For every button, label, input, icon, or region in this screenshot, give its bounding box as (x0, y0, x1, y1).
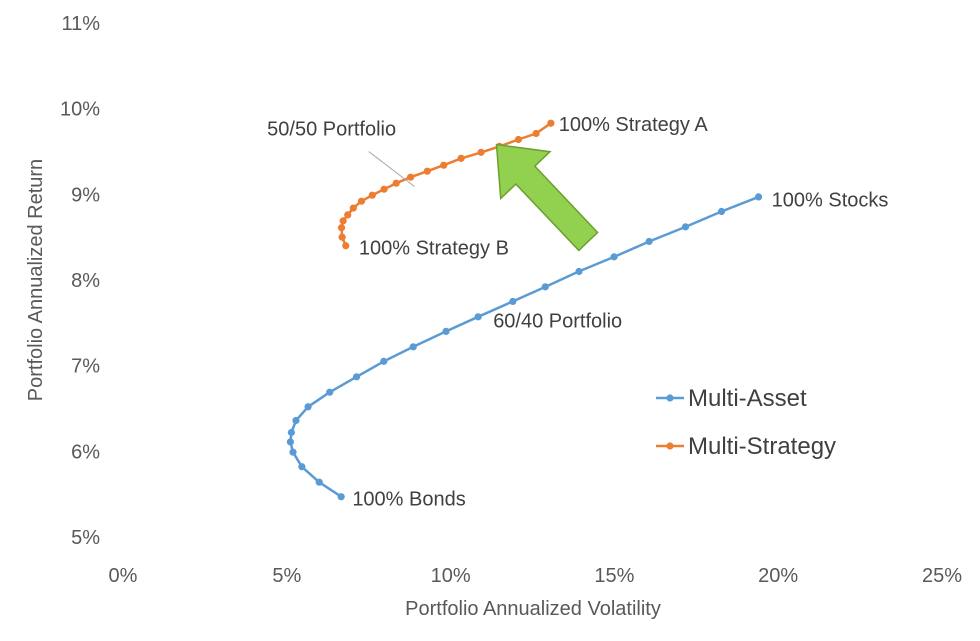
data-point (509, 297, 517, 306)
data-point (304, 403, 312, 411)
y-tick-label: 5% (71, 527, 100, 549)
data-point (423, 167, 431, 175)
y-axis-title: Portfolio Annualized Return (25, 159, 47, 401)
x-tick-label: 25% (922, 565, 962, 587)
data-point (532, 129, 540, 138)
data-point (681, 223, 690, 231)
annotation-label: 100% Strategy A (559, 114, 709, 136)
y-tick-label: 6% (71, 441, 100, 463)
data-point (338, 233, 346, 241)
data-point (339, 217, 347, 225)
data-point (610, 253, 618, 261)
annotation-label: 100% Strategy B (359, 237, 509, 259)
x-tick-label: 20% (758, 565, 798, 587)
annotation-label: 100% Stocks (772, 189, 889, 211)
data-point (392, 179, 400, 187)
data-point (344, 211, 352, 219)
data-point (575, 267, 583, 276)
series-line (289, 195, 759, 498)
y-tick-label: 8% (71, 270, 100, 292)
data-point (380, 185, 388, 193)
data-point (717, 207, 726, 216)
y-tick-label: 10% (60, 99, 100, 121)
data-point (457, 154, 465, 162)
data-point (474, 313, 482, 321)
x-tick-label: 15% (594, 565, 634, 587)
data-point (514, 135, 523, 144)
series-multi-asset (286, 193, 763, 501)
annotations: 100% Strategy A 50/50 Portfolio 100% Strat… (267, 114, 888, 510)
annotation-label: 50/50 Portfolio (267, 118, 396, 140)
data-point (289, 448, 297, 456)
data-point (292, 416, 300, 425)
data-point (349, 204, 357, 212)
data-point (337, 493, 345, 501)
series-layer (286, 119, 763, 501)
callout-line (368, 151, 415, 188)
data-point (547, 119, 555, 127)
improvement-arrow (495, 143, 599, 252)
x-axis-ticks: 0% 5% 10% 15% 20% 25% (109, 565, 963, 587)
data-point (442, 327, 450, 335)
x-tick-label: 10% (431, 565, 471, 587)
data-point (477, 148, 485, 156)
data-point (326, 388, 334, 396)
data-point (440, 161, 448, 169)
data-point (409, 343, 417, 351)
data-point (286, 438, 295, 446)
data-point (645, 237, 653, 246)
x-tick-label: 0% (109, 565, 138, 587)
data-point (315, 478, 323, 486)
data-point (298, 463, 306, 471)
legend-label: Multi-Asset (688, 385, 807, 412)
data-point (337, 224, 346, 232)
y-tick-label: 11% (61, 13, 100, 35)
y-tick-label: 9% (71, 184, 100, 206)
annotation-label: 60/40 Portfolio (493, 310, 622, 332)
x-axis-title: Portfolio Annualized Volatility (405, 598, 661, 620)
legend-swatch-marker (666, 394, 674, 402)
y-axis-ticks: 5% 6% 7% 8% 9% 10% 11% (60, 13, 100, 549)
legend: Multi-Asset Multi-Strategy (656, 385, 836, 460)
y-tick-label: 7% (71, 356, 100, 378)
data-point (368, 191, 376, 199)
x-tick-label: 5% (272, 565, 301, 587)
data-point (287, 428, 295, 437)
data-point (352, 373, 361, 381)
data-point (357, 197, 366, 205)
data-point (754, 193, 763, 201)
data-point (541, 283, 549, 291)
data-point (342, 242, 350, 250)
legend-label: Multi-Strategy (688, 433, 836, 460)
legend-item: Multi-Asset (656, 385, 807, 412)
annotation-label: 100% Bonds (352, 488, 465, 510)
data-point (380, 357, 388, 365)
legend-swatch-marker (666, 442, 674, 450)
legend-item: Multi-Strategy (656, 433, 836, 460)
data-point (407, 173, 415, 181)
arrow-shape (495, 143, 599, 252)
